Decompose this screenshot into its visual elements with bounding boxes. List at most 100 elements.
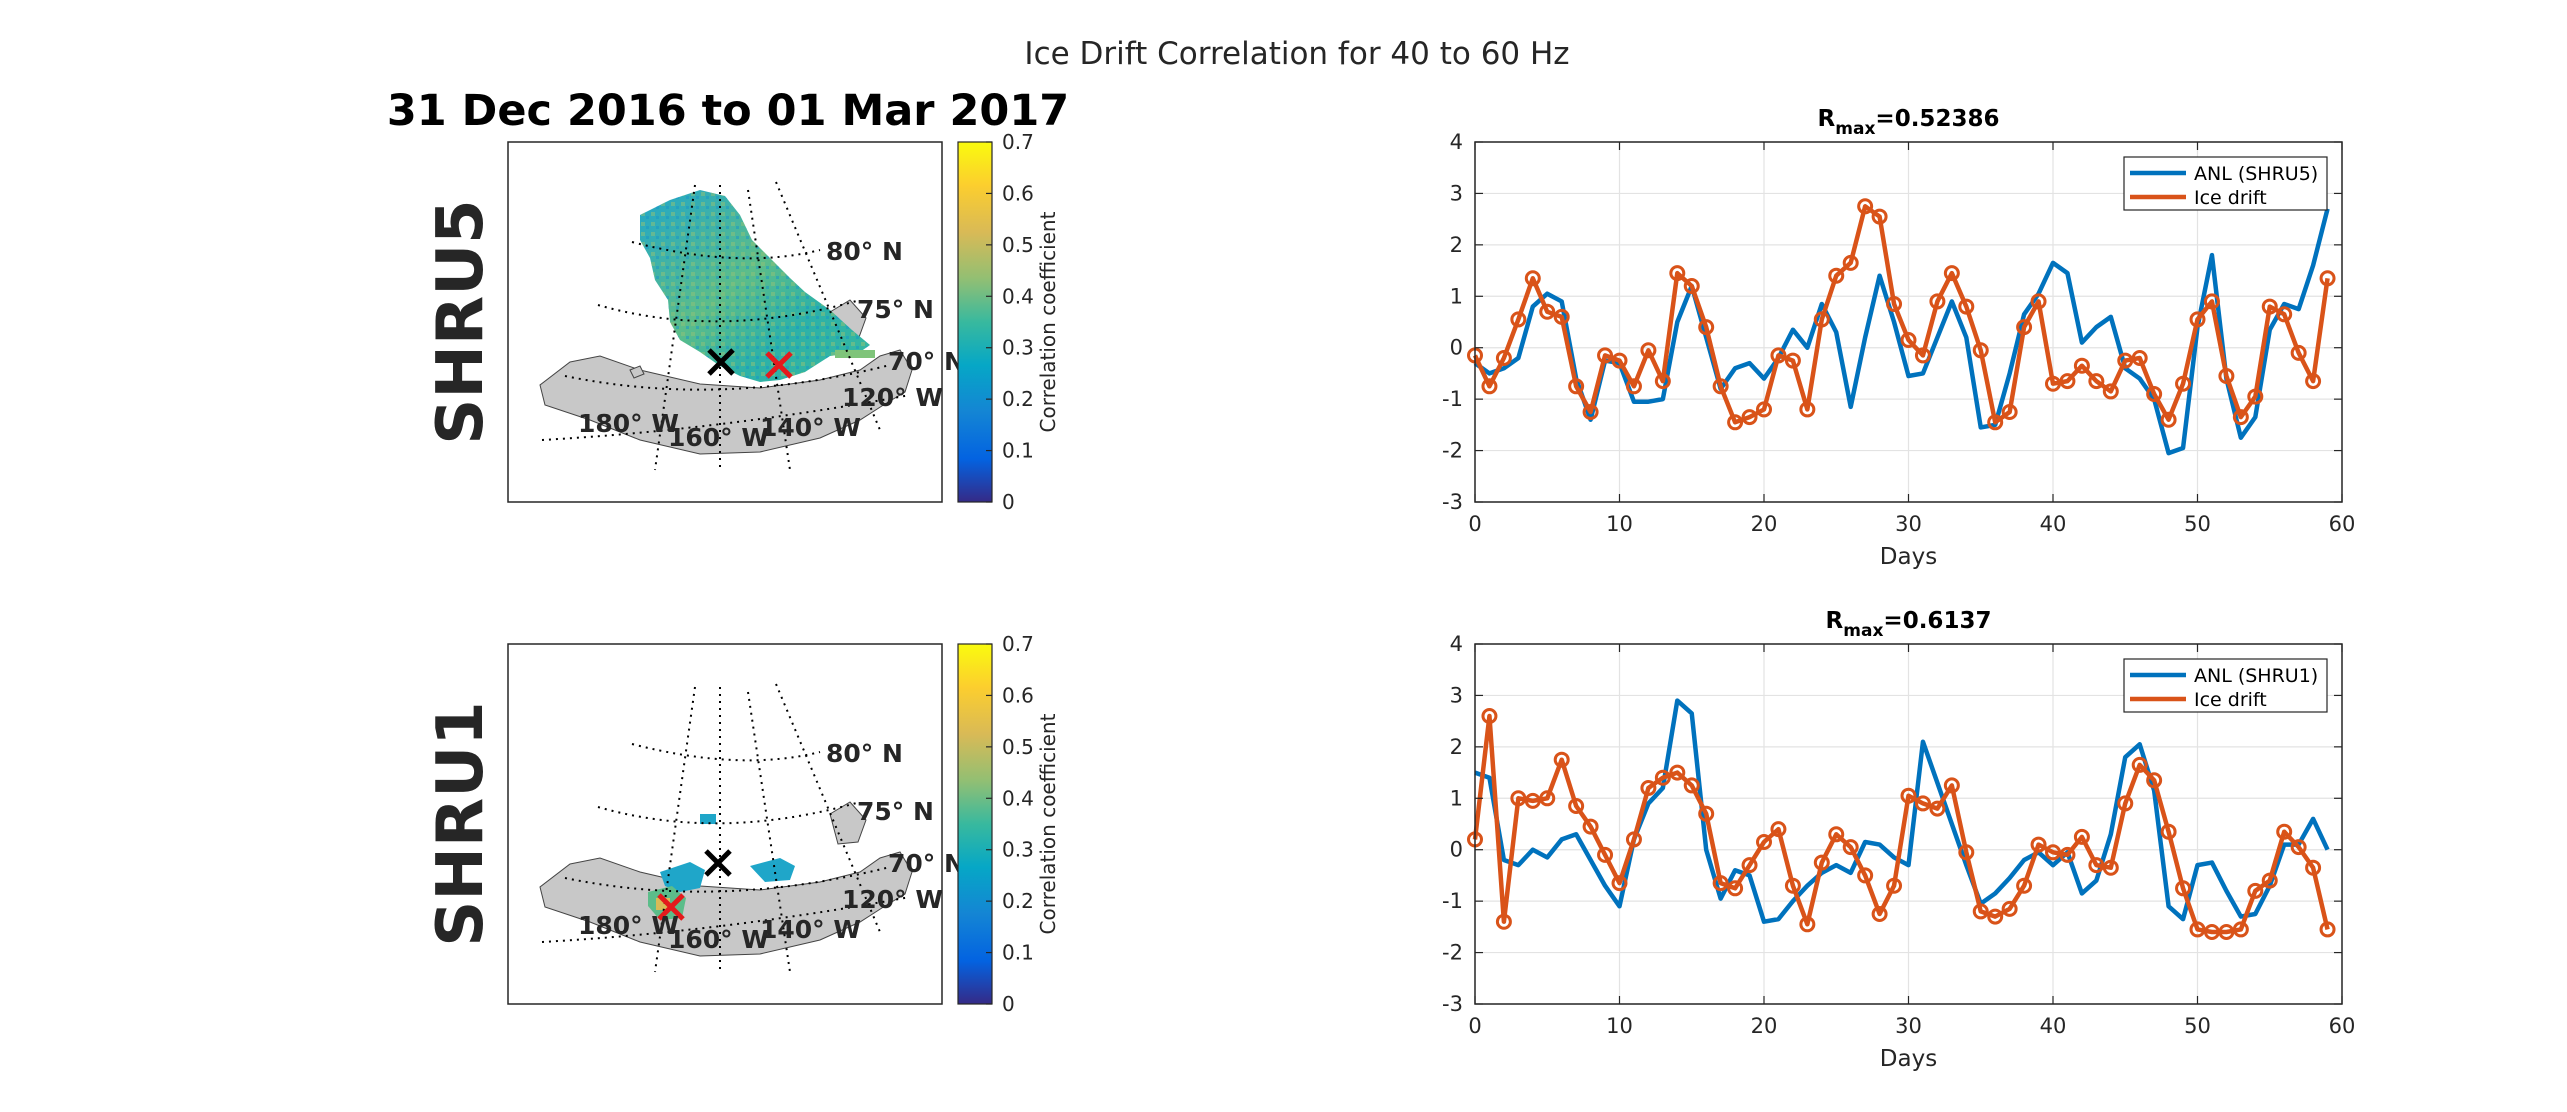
station-label: SHRU5 xyxy=(424,199,498,444)
y-tick-label: 0 xyxy=(1450,838,1463,862)
data-point xyxy=(2131,756,2148,773)
data-point xyxy=(1770,821,1787,838)
x-tick-label: 10 xyxy=(1606,512,1633,536)
data-point xyxy=(1625,831,1642,848)
data-point xyxy=(2117,352,2134,369)
colorbar-tick-label: 0 xyxy=(1002,992,1015,1016)
data-point xyxy=(1929,293,1946,310)
colorbar-tick-label: 0.5 xyxy=(1002,735,1034,759)
data-point xyxy=(1654,373,1671,390)
data-point xyxy=(1524,792,1541,809)
legend-box xyxy=(2123,156,2328,211)
colorbar-tick-label: 0 xyxy=(1002,490,1015,514)
lon-label: 180° W xyxy=(578,409,679,438)
chart-title-subscript: max xyxy=(1835,119,1875,139)
data-point xyxy=(1495,350,1512,366)
data-point xyxy=(2059,846,2076,863)
data-point xyxy=(1481,708,1498,724)
data-point xyxy=(2290,839,2307,856)
data-point xyxy=(2073,828,2090,845)
data-point xyxy=(2030,293,2047,310)
data-point xyxy=(1799,401,1816,418)
x-tick-label: 20 xyxy=(1751,1014,1778,1038)
data-point xyxy=(1510,311,1527,328)
data-point xyxy=(1857,867,1874,884)
data-point xyxy=(1712,875,1729,892)
colorbar-tick-label: 0.3 xyxy=(1002,336,1034,360)
correlation-strip xyxy=(835,350,875,358)
data-point xyxy=(2088,373,2105,390)
data-point xyxy=(1943,777,1960,794)
figure-title: Ice Drift Correlation for 40 to 60 Hz xyxy=(1024,36,1569,72)
data-point xyxy=(2102,859,2119,876)
colorbar-ticks: 0 0.1 0.2 0.3 0.4 0.5 0.6 0.7 xyxy=(986,130,1034,514)
lat-label: 70° N xyxy=(888,347,965,376)
y-tick-label: 0 xyxy=(1450,336,1463,360)
marker-black-cross xyxy=(704,849,732,877)
y-tick-label: -3 xyxy=(1442,992,1463,1016)
chart-title-value: =0.52386 xyxy=(1875,106,1999,132)
data-point xyxy=(1770,347,1787,364)
data-point xyxy=(2117,795,2134,812)
station-label: SHRU1 xyxy=(424,701,498,946)
data-point xyxy=(2030,836,2047,853)
correlation-texture xyxy=(640,190,870,382)
marker-red-cross xyxy=(765,351,793,379)
data-point xyxy=(1741,409,1758,426)
data-point xyxy=(1539,790,1556,807)
data-point xyxy=(1727,880,1744,897)
data-point xyxy=(2001,900,2018,917)
colorbar-tick-label: 0.7 xyxy=(1002,130,1034,154)
x-tick-label: 40 xyxy=(2040,512,2067,536)
x-tick-label: 20 xyxy=(1751,512,1778,536)
data-point xyxy=(1712,378,1729,395)
y-tick-label: -1 xyxy=(1442,387,1463,411)
graticule xyxy=(541,181,911,471)
data-point xyxy=(2261,872,2278,889)
marker-red-cross xyxy=(657,893,685,921)
legend: ANL (SHRU5)Ice drift xyxy=(2123,156,2328,211)
data-point xyxy=(1625,378,1642,395)
line-chart-shru5: 0 10 20 30 40 50 60 -3 -2 -1 0 1 2 3 4 Days Rmax=0.52386… xyxy=(1442,106,2355,570)
data-point xyxy=(1958,298,1975,315)
data-point xyxy=(1611,352,1628,369)
data-point xyxy=(1568,378,1585,395)
data-point xyxy=(1813,854,1830,871)
data-point xyxy=(2218,924,2235,940)
data-point xyxy=(2290,344,2307,361)
data-point xyxy=(2059,373,2076,390)
lat-label: 75° N xyxy=(857,797,934,826)
data-point xyxy=(1553,308,1570,325)
lon-label: 120° W xyxy=(842,885,943,914)
data-point xyxy=(2016,877,2033,894)
x-tick-label: 60 xyxy=(2329,1014,2356,1038)
colorbar-tick-label: 0.6 xyxy=(1002,181,1034,205)
colorbar-tick-label: 0.5 xyxy=(1002,233,1034,257)
map-panel-shru1: 80° N 75° N 70° N 180° W 160° W 140° W 1… xyxy=(424,632,1060,1016)
data-point xyxy=(2175,880,2192,897)
data-point xyxy=(2175,375,2192,392)
data-point xyxy=(1784,352,1801,369)
data-point xyxy=(2189,311,2206,328)
legend-entry: Ice drift xyxy=(2194,187,2267,209)
colorbar-tick-label: 0.6 xyxy=(1002,683,1034,707)
colorbar-tick-label: 0.4 xyxy=(1002,786,1034,810)
colorbar-ticks: 0 0.1 0.2 0.3 0.4 0.5 0.6 0.7 xyxy=(986,632,1034,1016)
data-point xyxy=(2073,357,2090,374)
data-point xyxy=(1886,877,1903,894)
lat-label: 70° N xyxy=(888,849,965,878)
colorbar-tick-label: 0.1 xyxy=(1002,439,1034,463)
data-point xyxy=(1972,342,1989,359)
data-point xyxy=(1756,834,1772,850)
data-point xyxy=(1886,296,1903,312)
data-point xyxy=(1698,805,1715,822)
legend-entry: ANL (SHRU5) xyxy=(2194,163,2318,185)
lon-label: 160° W xyxy=(668,925,769,954)
chart-title-value: =0.6137 xyxy=(1883,608,1991,634)
data-point xyxy=(1929,800,1946,817)
data-point xyxy=(2232,921,2249,938)
data-point xyxy=(1683,278,1700,294)
data-point xyxy=(1799,916,1816,933)
data-point xyxy=(1857,198,1874,215)
